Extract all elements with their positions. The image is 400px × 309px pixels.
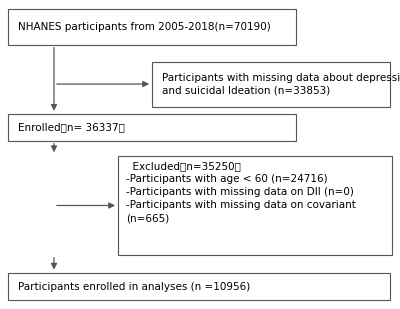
- FancyBboxPatch shape: [8, 273, 390, 300]
- FancyBboxPatch shape: [8, 114, 296, 141]
- Text: NHANES participants from 2005-2018(n=70190): NHANES participants from 2005-2018(n=701…: [18, 22, 271, 32]
- FancyBboxPatch shape: [118, 156, 392, 255]
- FancyBboxPatch shape: [8, 9, 296, 45]
- Text: Participants enrolled in analyses (n =10956): Participants enrolled in analyses (n =10…: [18, 281, 250, 292]
- Text: Participants with missing data about depression
and suicidal Ideation (n=33853): Participants with missing data about dep…: [162, 73, 400, 96]
- Text: Enrolled（n= 36337）: Enrolled（n= 36337）: [18, 122, 125, 133]
- FancyBboxPatch shape: [152, 62, 390, 107]
- Text: Excluded（n=35250）
-Participants with age < 60 (n=24716)
-Participants with missi: Excluded（n=35250） -Participants with age…: [126, 161, 356, 223]
